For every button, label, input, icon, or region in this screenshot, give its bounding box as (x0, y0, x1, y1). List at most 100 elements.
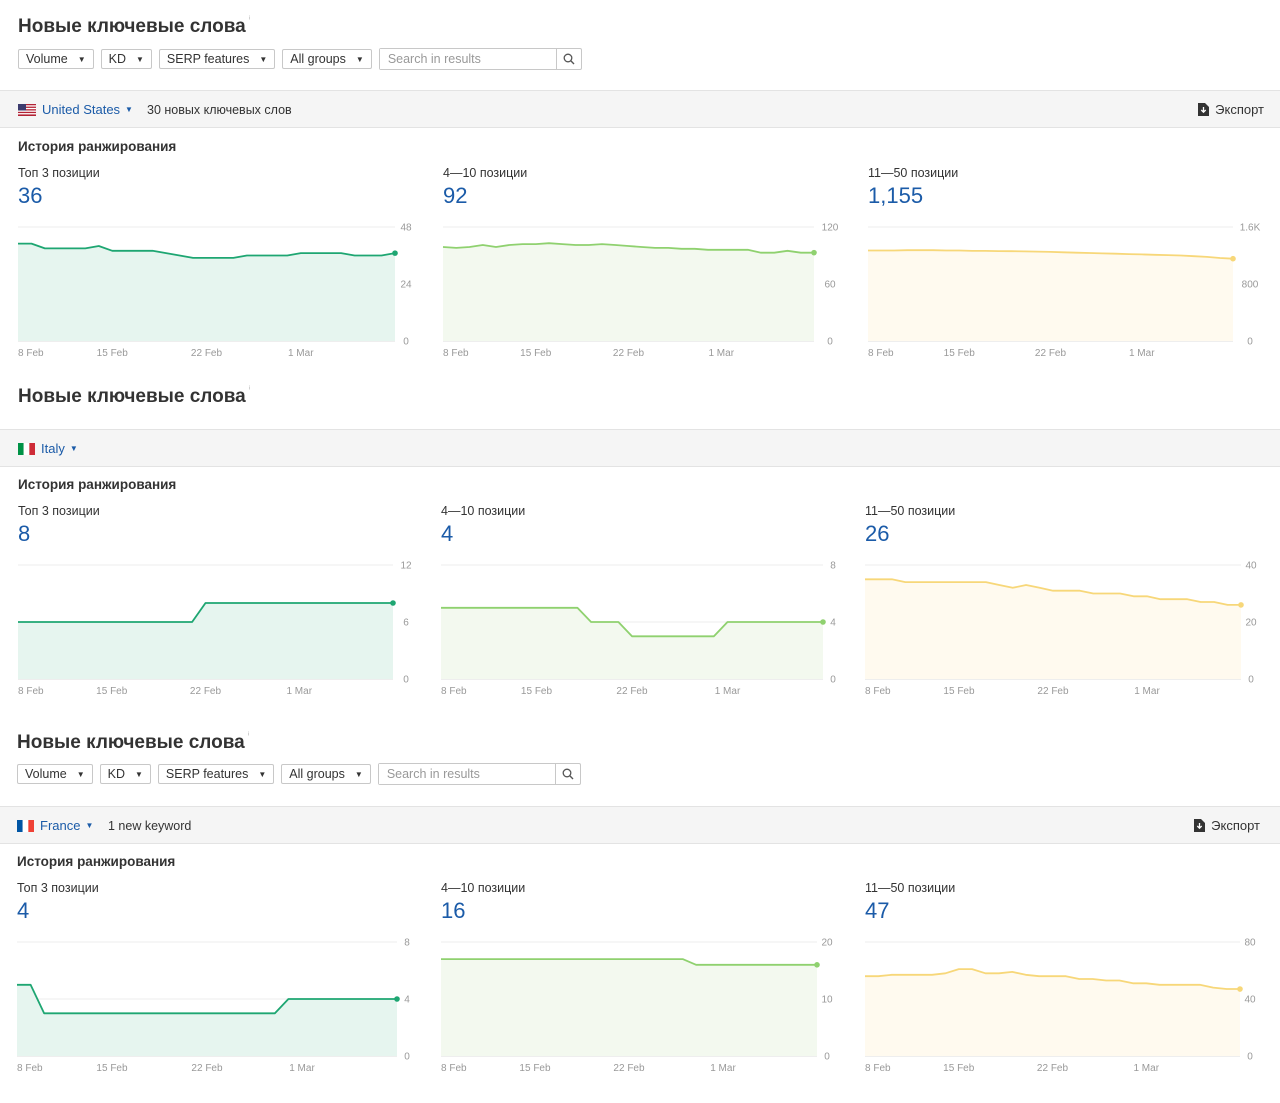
search-input[interactable] (378, 764, 555, 784)
x-tick-label: 1 Mar (715, 686, 741, 697)
x-tick-label: 1 Mar (710, 1063, 736, 1074)
y-tick-label: 60 (824, 280, 836, 291)
x-tick-label: 8 Feb (865, 1063, 891, 1074)
x-tick-label: 8 Feb (868, 348, 894, 359)
country-selector[interactable]: United States ▼ (18, 102, 133, 117)
y-tick-label: 20 (821, 938, 833, 949)
caret-down-icon: ▼ (85, 821, 94, 830)
last-point (1230, 255, 1236, 262)
search-box (378, 48, 582, 70)
x-tick-label: 22 Feb (616, 686, 648, 697)
x-tick-label: 1 Mar (286, 686, 312, 697)
volume-filter[interactable]: Volume ▼ (18, 49, 94, 69)
y-tick-label: 80 (1244, 938, 1256, 949)
history-title: История ранжирования (18, 139, 177, 154)
x-tick-label: 1 Mar (708, 348, 734, 359)
search-box (377, 763, 581, 785)
x-tick-label: 15 Feb (521, 686, 553, 697)
y-tick-label: 800 (1242, 280, 1259, 291)
last-point (1237, 986, 1243, 992)
pos4-10-chart: 0 60 120 8 Feb 15 Feb 22 Feb 1 Mar (442, 223, 839, 359)
x-tick-label: 22 Feb (191, 1063, 223, 1074)
serp-features-filter[interactable]: SERP features ▼ (158, 49, 276, 69)
panel-value: 26 (865, 521, 890, 546)
x-tick-label: 1 Mar (289, 1063, 315, 1074)
y-tick-label: 0 (830, 675, 836, 686)
y-tick-label: 6 (403, 618, 409, 629)
country-selector[interactable]: Italy ▼ (18, 441, 78, 456)
panel-label: 11—50 позиции (868, 166, 959, 180)
x-tick-label: 8 Feb (18, 686, 44, 697)
pos11-50-chart: 0 800 1.6K 8 Feb 15 Feb 22 Feb 1 Mar (868, 223, 1261, 359)
panel-label: 11—50 позиции (865, 504, 956, 518)
panel-value: 16 (441, 898, 466, 923)
kd-filter[interactable]: KD ▼ (99, 764, 151, 784)
volume-filter[interactable]: Volume ▼ (17, 764, 93, 784)
all-groups-filter[interactable]: All groups ▼ (281, 764, 371, 784)
panel-value: 4 (17, 898, 30, 923)
search-button[interactable] (554, 764, 580, 784)
y-tick-label: 12 (400, 561, 412, 572)
pos4-10-chart: 0 10 20 8 Feb 15 Feb 22 Feb 1 Mar (441, 938, 833, 1074)
export-button[interactable]: Экспорт (1194, 818, 1260, 833)
it-flag-icon (18, 442, 35, 455)
panel-label: 11—50 позиции (865, 881, 956, 895)
x-tick-label: 15 Feb (96, 1063, 128, 1074)
series-line (865, 968, 1240, 990)
last-point (811, 249, 817, 256)
caret-down-icon: ▼ (69, 444, 78, 453)
series-area (18, 603, 393, 679)
pos4-10-chart: 0 4 8 8 Feb 15 Feb 22 Feb 1 Mar (441, 561, 836, 697)
series-area (441, 607, 823, 679)
info-icon[interactable]: ⁱ (247, 730, 250, 740)
panel-label: 4—10 позиции (441, 881, 526, 895)
series-line (865, 578, 1241, 606)
panel-value: 1,155 (868, 183, 924, 208)
info-icon[interactable]: ⁱ (248, 384, 251, 394)
x-tick-label: 8 Feb (18, 348, 44, 359)
top3-chart: 0 6 12 8 Feb 15 Feb 22 Feb 1 Mar (18, 561, 412, 697)
y-tick-label: 0 (827, 337, 833, 348)
x-tick-label: 22 Feb (613, 348, 645, 359)
search-button[interactable] (555, 49, 581, 69)
series-line (442, 242, 814, 254)
x-tick-label: 1 Mar (1134, 686, 1160, 697)
x-tick-label: 15 Feb (944, 348, 976, 359)
caret-down-icon: ▼ (258, 769, 267, 779)
x-tick-label: 8 Feb (865, 686, 891, 697)
country-bar: Italy ▼ (0, 429, 1280, 467)
x-tick-label: 15 Feb (96, 686, 128, 697)
series-area (441, 959, 817, 1056)
section-title: Новые ключевые слова ⁱ (18, 14, 251, 37)
search-input[interactable] (379, 49, 556, 69)
y-tick-label: 0 (1247, 337, 1253, 348)
kd-filter[interactable]: KD ▼ (100, 49, 152, 69)
last-point (1238, 602, 1244, 608)
x-tick-label: 8 Feb (441, 1063, 467, 1074)
top3-chart: 0 4 8 8 Feb 15 Feb 22 Feb 1 Mar (17, 938, 410, 1074)
serp-features-filter[interactable]: SERP features ▼ (157, 764, 275, 784)
search-icon (563, 53, 575, 65)
country-selector[interactable]: France ▼ (17, 818, 93, 833)
x-tick-label: 22 Feb (1037, 686, 1069, 697)
y-tick-label: 0 (403, 337, 409, 348)
panel-label: 4—10 позиции (443, 166, 528, 180)
all-groups-filter[interactable]: All groups ▼ (282, 49, 372, 69)
panel-label: Топ 3 позиции (17, 881, 99, 895)
y-tick-label: 0 (403, 675, 409, 686)
section-title: Новые ключевые слова ⁱ (17, 730, 250, 753)
x-tick-label: 22 Feb (1037, 1063, 1069, 1074)
caret-down-icon: ▼ (135, 769, 143, 779)
x-tick-label: 8 Feb (17, 1063, 43, 1074)
x-tick-label: 22 Feb (1035, 348, 1067, 359)
x-tick-label: 15 Feb (519, 1063, 551, 1074)
y-tick-label: 1.6K (1240, 223, 1261, 234)
info-icon[interactable]: ⁱ (248, 14, 251, 24)
y-tick-label: 40 (1244, 995, 1256, 1006)
caret-down-icon: ▼ (354, 769, 363, 779)
x-tick-label: 1 Mar (1133, 1063, 1159, 1074)
series-area (865, 579, 1241, 679)
filters-bar: Volume ▼ KD ▼ SERP features ▼ All groups ▼ (18, 48, 582, 70)
x-tick-label: 22 Feb (190, 686, 222, 697)
export-button[interactable]: Экспорт (1198, 102, 1264, 117)
